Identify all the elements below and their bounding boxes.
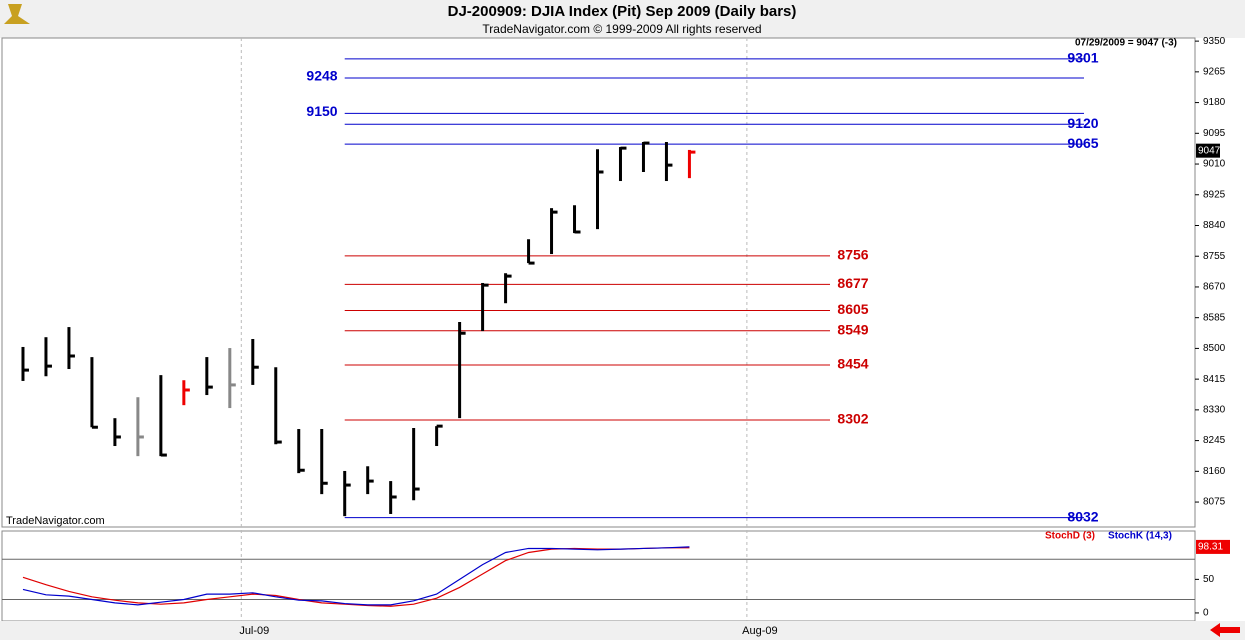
watermark: TradeNavigator.com bbox=[6, 515, 105, 527]
level-label: 8756 bbox=[837, 247, 868, 263]
price-panel bbox=[1, 37, 1196, 528]
y-tick-label: 50 bbox=[1203, 574, 1215, 585]
level-label: 9150 bbox=[306, 103, 337, 119]
info: 07/29/2009 = 9047 (-3) bbox=[1075, 38, 1177, 49]
header-bar bbox=[0, 0, 1245, 38]
level-label: 8032 bbox=[1067, 508, 1098, 524]
stoch-panel bbox=[1, 530, 1196, 622]
scroll-arrow[interactable] bbox=[1210, 623, 1240, 637]
level-label: 8302 bbox=[837, 411, 868, 427]
y-tick-label: 8755 bbox=[1203, 251, 1226, 262]
x-tick-label: Jul-09 bbox=[239, 625, 269, 637]
subtitle: TradeNavigator.com © 1999-2009 All right… bbox=[482, 22, 761, 36]
y-tick-label: 8075 bbox=[1203, 497, 1226, 508]
level-label: 9120 bbox=[1067, 115, 1098, 131]
level-label: 8549 bbox=[837, 321, 868, 337]
y-tick-label: 8245 bbox=[1203, 435, 1226, 446]
stoch-line bbox=[22, 547, 690, 607]
y-tick-label: 9350 bbox=[1203, 36, 1226, 47]
y-tick-label: 8330 bbox=[1203, 405, 1226, 416]
level-label: 9065 bbox=[1067, 135, 1098, 151]
y-tick-label: 8415 bbox=[1203, 374, 1226, 385]
level-label: 8454 bbox=[837, 356, 868, 372]
last-price: 9047 bbox=[1198, 145, 1221, 156]
level-label: 9301 bbox=[1067, 50, 1098, 66]
y-tick-label: 8670 bbox=[1203, 282, 1226, 293]
level-label: 9248 bbox=[306, 68, 337, 84]
y-tick-label: 8840 bbox=[1203, 220, 1226, 231]
legend-entry: StochK (14,3) bbox=[1108, 531, 1172, 542]
chart-title: DJ-200909: DJIA Index (Pit) Sep 2009 (Da… bbox=[448, 3, 797, 20]
legend-entry: StochD (3) bbox=[1045, 531, 1095, 542]
last-price-box bbox=[1196, 143, 1220, 158]
y-tick-label: 9180 bbox=[1203, 97, 1226, 108]
y-tick-label: 0 bbox=[1203, 608, 1209, 619]
last-value-box bbox=[1196, 539, 1230, 554]
y-tick-label: 8585 bbox=[1203, 312, 1226, 323]
y-tick-label: 9265 bbox=[1203, 66, 1226, 77]
stoch-line bbox=[22, 546, 690, 606]
y-tick-label: 8925 bbox=[1203, 189, 1226, 200]
app-icon bbox=[4, 4, 30, 24]
y-tick-label: 9095 bbox=[1203, 128, 1226, 139]
last-value: 98.31 bbox=[1198, 542, 1223, 553]
y-tick-label: 9010 bbox=[1203, 159, 1226, 170]
level-label: 8677 bbox=[837, 275, 868, 291]
y-tick-label: 8500 bbox=[1203, 343, 1226, 354]
x-tick-label: Aug-09 bbox=[742, 625, 777, 637]
time-axis-bar bbox=[0, 621, 1245, 640]
y-tick-label: 8160 bbox=[1203, 466, 1226, 477]
level-label: 8605 bbox=[837, 301, 868, 317]
